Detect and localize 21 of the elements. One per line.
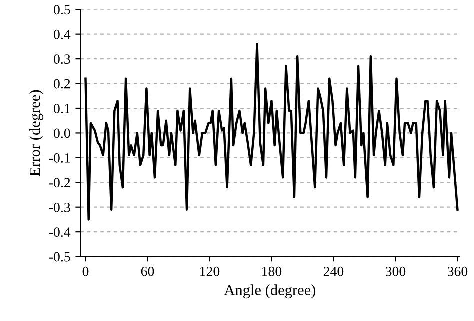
y-tick-label: 0.5 (54, 5, 70, 15)
x-tick-label: 180 (262, 266, 282, 276)
x-axis-title: Angle (degree) (224, 284, 316, 299)
x-tick-label: 360 (448, 266, 468, 276)
x-tick-label: 0 (82, 266, 89, 276)
y-tick-label: 0.3 (54, 54, 70, 64)
y-tick-label: -0.4 (49, 228, 71, 238)
y-tick-label: -0.5 (49, 252, 70, 262)
x-tick-label: 120 (200, 266, 220, 276)
x-tick-label: 300 (386, 266, 406, 276)
y-tick-label: 0.0 (54, 128, 70, 138)
y-tick-label: 0.1 (54, 104, 70, 114)
line-series (84, 43, 459, 221)
x-tick-label: 240 (324, 266, 344, 276)
y-tick-label: 0.2 (54, 79, 70, 89)
y-axis-title: Error (degree) (29, 90, 44, 176)
y-tick-label: -0.2 (49, 178, 70, 188)
y-tick-label: 0.4 (54, 30, 71, 40)
y-tick-label: -0.1 (49, 154, 70, 163)
x-tick-label: 60 (141, 266, 154, 276)
y-tick-label: -0.3 (49, 202, 70, 212)
